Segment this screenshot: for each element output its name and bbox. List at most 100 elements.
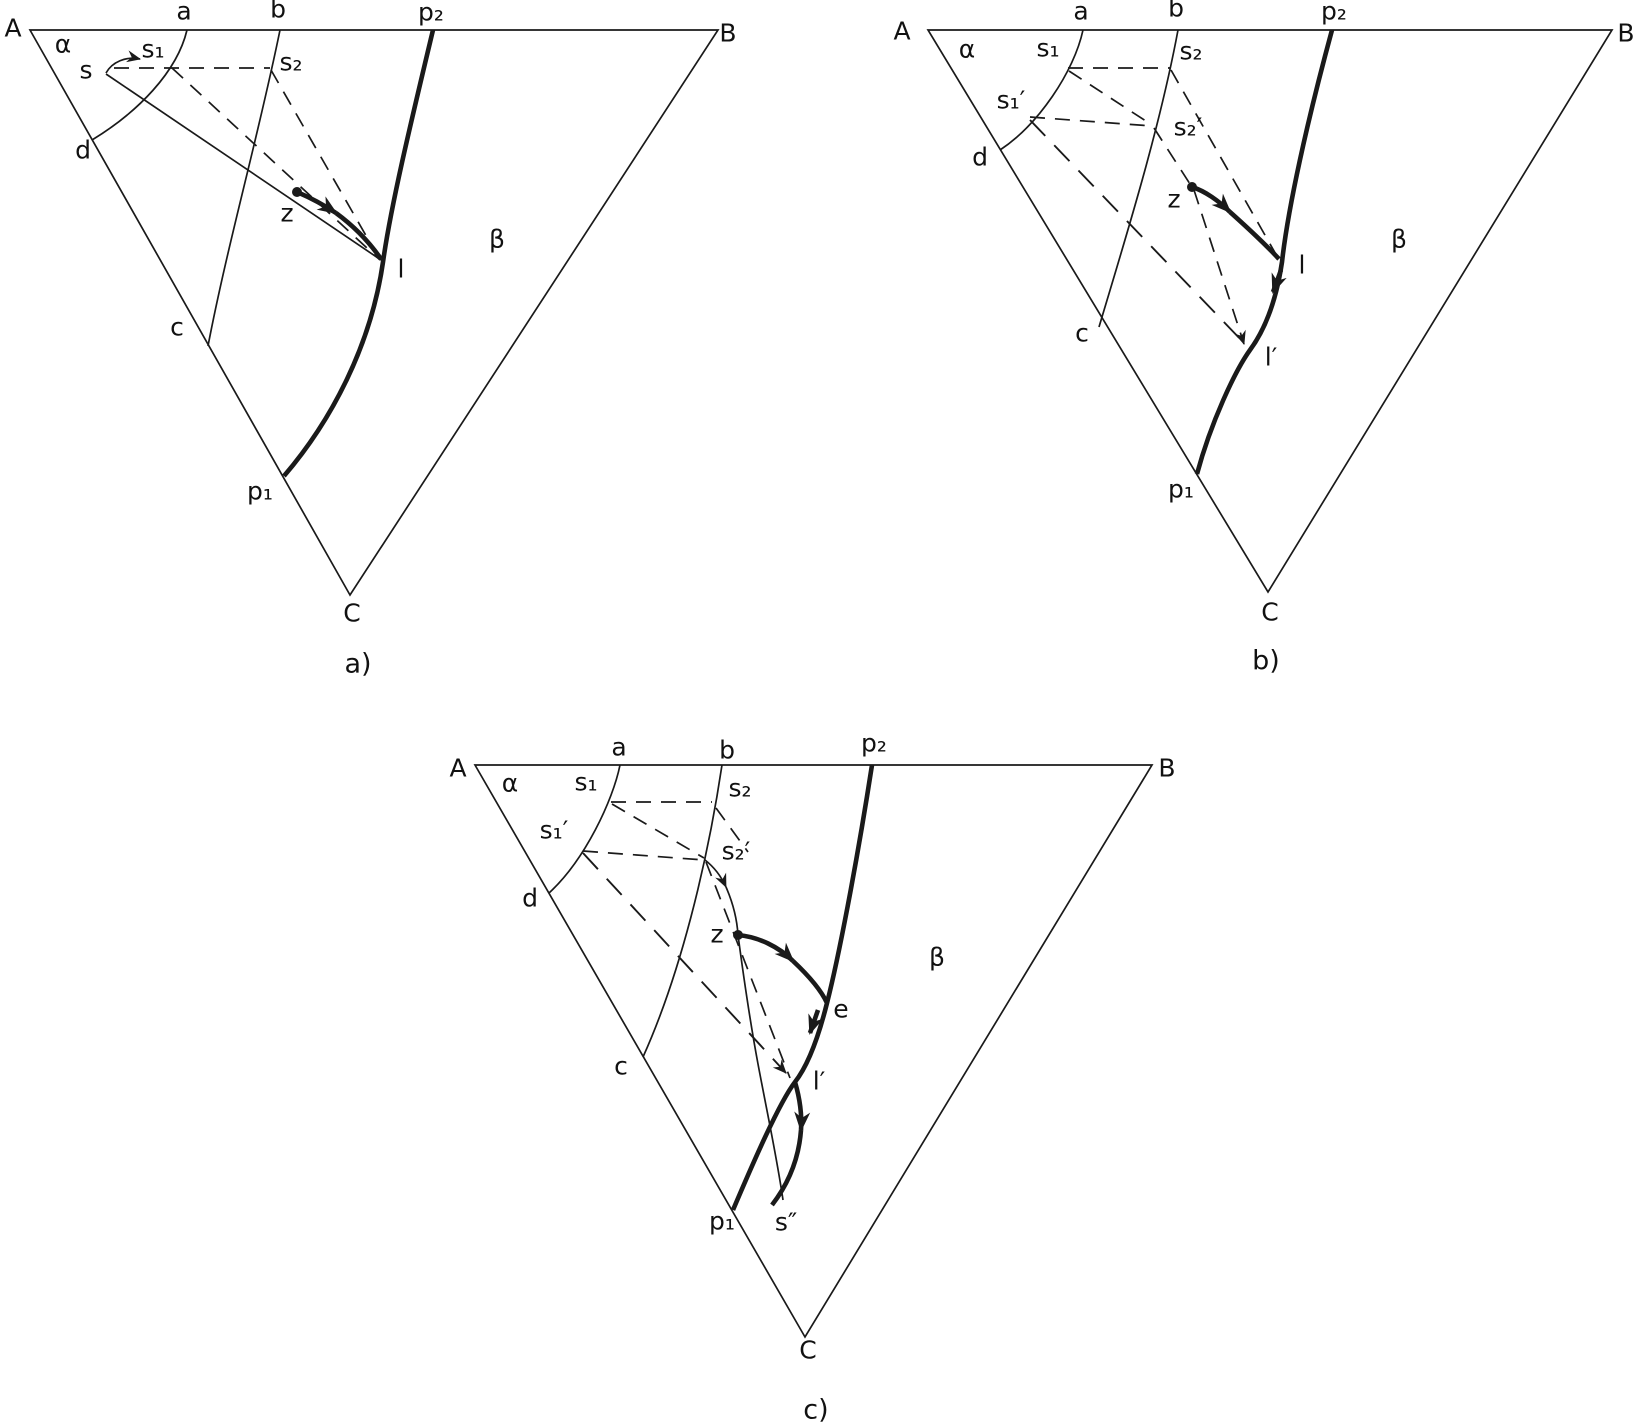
point-label-p1-b: p₁ [1168, 474, 1194, 504]
liquid-path-z-l-arrow-a [296, 189, 338, 215]
tie-line-s1p-lp-b [1029, 119, 1245, 344]
caption-c: c) [803, 1394, 829, 1426]
solid-path-s2p-z-tail-c [725, 886, 739, 936]
point-label-p1-c: p₁ [709, 1206, 735, 1236]
tie-line-z-lp-arrow-b [1193, 189, 1246, 345]
monovariant-curve-p2-p1-b [1194, 29, 1335, 475]
phase-label-beta-a: β [489, 224, 505, 254]
vertex-label-A-a: A [4, 13, 22, 43]
composition-point-z-b [1187, 182, 1197, 192]
point-label-s1-prime-b: s₁′ [996, 85, 1026, 115]
diagram-c [473, 764, 1154, 1339]
curve-flow-arrow-e-lp-c [807, 1009, 824, 1035]
solvus-arc-b-c-b [1098, 29, 1179, 328]
phase-label-beta-b: β [1391, 224, 1407, 254]
tie-line-s-z-l-a [105, 73, 382, 261]
point-label-s2-b: s₂ [1179, 36, 1203, 66]
vertex-label-C-a: C [343, 598, 361, 628]
solid-path-z-sdp-c [737, 934, 784, 1201]
point-label-s2-c: s₂ [728, 773, 752, 803]
point-label-d-c: d [522, 883, 538, 913]
point-label-z-a: z [280, 198, 294, 228]
vertex-label-C-b: C [1261, 597, 1279, 627]
point-label-d-a: d [75, 135, 91, 165]
phase-label-alpha-b: α [958, 34, 976, 64]
point-label-p1-a: p₁ [247, 476, 273, 506]
monovariant-curve-p2-p1-a [282, 29, 436, 478]
solvus-arc-b-c-a [207, 29, 281, 347]
point-label-a-c: a [611, 732, 627, 762]
vertex-label-C-c: C [799, 1335, 817, 1365]
point-label-l-prime-c: l′ [812, 1066, 826, 1096]
liquid-path-z-l-tail-a [334, 211, 383, 261]
phase-label-alpha-c: α [501, 768, 519, 798]
tie-line-s1p-lp-arrow-c [582, 852, 787, 1074]
point-label-s1-c: s₁ [574, 767, 598, 797]
point-label-c-a: c [170, 312, 184, 342]
vertex-label-A-b: A [893, 16, 911, 46]
point-label-p2-c: p₂ [861, 728, 887, 758]
point-label-e-c: e [833, 994, 849, 1024]
point-label-z-b: z [1167, 184, 1181, 214]
point-label-s2-prime-b: s₂′ [1173, 112, 1203, 142]
diagram-a [28, 29, 720, 597]
vertex-label-A-c: A [449, 753, 467, 783]
solvus-arc-a-d-b [999, 29, 1084, 151]
point-label-d-b: d [972, 142, 988, 172]
path-hook-to-sdp-c [770, 1129, 804, 1207]
path-lp-down-arrow-c [792, 1081, 811, 1132]
composition-point-z-a [292, 187, 302, 197]
point-label-s1-a: s₁ [141, 34, 165, 64]
point-label-a-b: a [1073, 0, 1089, 26]
triangle-ABC-b [926, 29, 1614, 594]
point-label-b-c: b [719, 735, 735, 765]
tie-line-s2-l-a [270, 69, 381, 261]
vertex-label-B-a: B [719, 18, 737, 48]
point-label-c-c: c [614, 1051, 628, 1081]
tie-line-s1p-s2p-b [1029, 116, 1153, 127]
point-label-b-a: b [270, 0, 286, 24]
tie-line-s2p-z-b [1153, 127, 1191, 185]
tie-line-s1p-s2p-c [582, 850, 705, 861]
diagram-b [926, 29, 1614, 594]
point-label-a-a: a [176, 0, 192, 26]
point-label-p2-b: p₂ [1321, 0, 1347, 26]
point-label-z-c: z [710, 919, 724, 949]
point-label-s2-a: s₂ [279, 47, 303, 77]
monovariant-curve-p2-p1-c [730, 764, 875, 1211]
tie-line-s2p-z-lp-c [705, 861, 791, 1079]
tie-line-s1-s2p-c [611, 803, 705, 859]
tie-line-s2-l-b [1170, 69, 1279, 259]
point-label-l-a: l [397, 254, 405, 284]
vertex-label-B-b: B [1617, 18, 1633, 48]
composition-point-z-c [733, 930, 743, 940]
point-label-c-b: c [1075, 318, 1089, 348]
solid-path-s2p-z-arrow-c [704, 859, 727, 888]
tie-line-s1-s2p-b [1068, 70, 1153, 126]
point-label-s2-prime-c: s₂′ [721, 836, 751, 866]
liquid-path-z-e-tail-c [791, 959, 830, 1005]
point-label-l-b: l [1298, 250, 1306, 280]
point-label-b-b: b [1168, 0, 1184, 23]
point-label-p2-a: p₂ [418, 0, 444, 27]
caption-a: a) [344, 648, 372, 680]
vertex-label-B-c: B [1158, 753, 1176, 783]
tie-line-s2-stub-c [715, 807, 749, 853]
triangle-ABC-a [28, 29, 720, 597]
point-label-l-prime-b: l′ [1264, 342, 1278, 372]
solvus-arc-a-d-a [91, 29, 188, 141]
solvus-arc-a-d-c [548, 764, 621, 894]
point-label-s-double-prime-c: s″ [774, 1207, 798, 1237]
tie-line-s1-l-a [171, 67, 381, 261]
curve-flow-arrow-l-lp-b [1270, 269, 1287, 294]
point-label-s-a: s [79, 55, 93, 85]
liquid-path-z-e-arrow-c [737, 932, 795, 963]
solid-path-arrow-s-s1-a [105, 50, 141, 74]
phase-label-alpha-a: α [54, 29, 72, 59]
solvus-arc-b-c-c [642, 764, 723, 1058]
triangle-ABC-c [473, 764, 1154, 1339]
caption-b: b) [1252, 645, 1280, 677]
point-label-s1-b: s₁ [1036, 33, 1060, 63]
